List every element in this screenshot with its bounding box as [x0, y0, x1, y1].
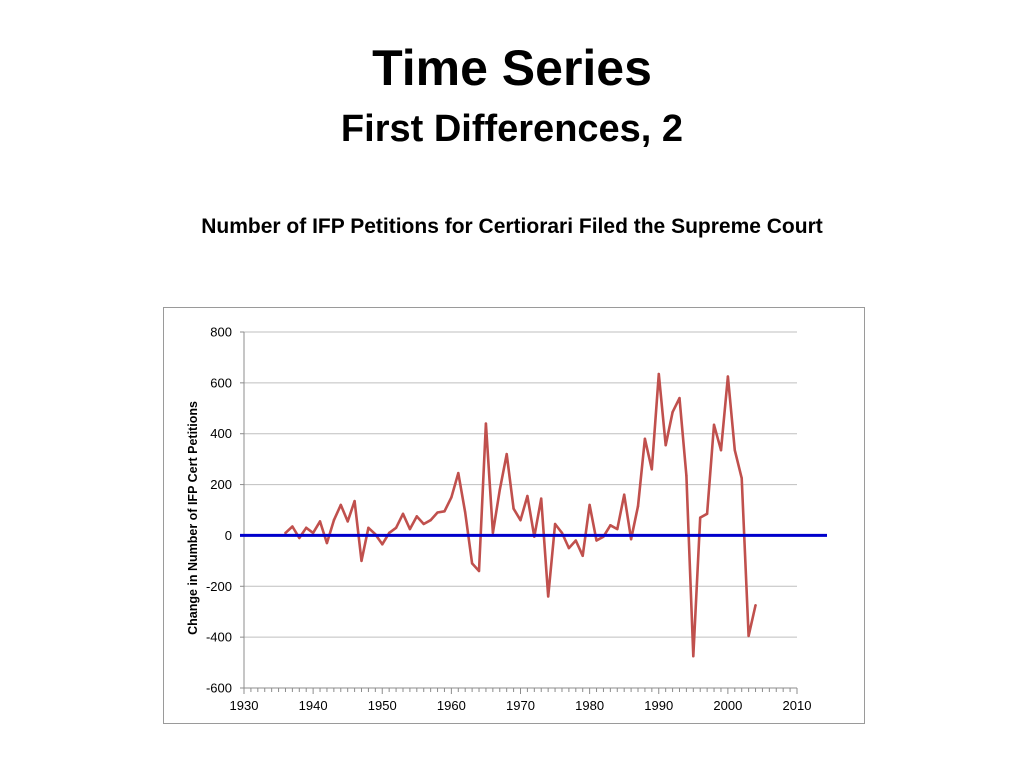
x-tick-label: 1940	[299, 698, 328, 713]
data-point	[588, 503, 591, 507]
data-point	[747, 634, 750, 638]
data-point	[325, 541, 329, 545]
data-point	[629, 538, 633, 541]
data-point	[450, 496, 453, 499]
data-point	[401, 512, 405, 516]
y-tick-label: 800	[210, 325, 232, 340]
x-tick-label: 1960	[437, 698, 466, 713]
data-point	[705, 512, 709, 516]
data-point	[733, 449, 736, 452]
data-point	[443, 510, 446, 513]
data-point	[284, 531, 287, 535]
data-point	[726, 375, 730, 378]
data-point	[422, 522, 425, 526]
data-point	[360, 559, 363, 563]
data-point	[484, 422, 488, 425]
x-tick-label: 1930	[230, 698, 259, 713]
x-tick-label: 2000	[713, 698, 742, 713]
y-tick-label: -200	[206, 579, 232, 594]
chart-caption: Number of IFP Petitions for Certiorari F…	[201, 215, 823, 238]
data-point	[622, 493, 626, 496]
slide-title: Time Series	[372, 40, 652, 96]
data-point	[740, 477, 743, 480]
y-tick-label: 0	[225, 528, 232, 543]
data-point	[671, 410, 674, 414]
data-point	[650, 468, 654, 471]
data-point	[318, 520, 322, 523]
x-tick-label: 1990	[644, 698, 673, 713]
data-point	[339, 503, 342, 507]
y-tick-label: -400	[206, 630, 232, 645]
data-point	[636, 504, 640, 508]
data-point	[581, 554, 584, 557]
data-point	[311, 531, 315, 535]
y-tick-label: 600	[210, 375, 232, 390]
data-point	[609, 524, 612, 527]
data-point	[415, 515, 419, 518]
data-point	[553, 522, 557, 526]
data-point	[616, 527, 619, 531]
x-tick-label: 1980	[575, 698, 604, 713]
data-point	[540, 497, 543, 500]
chart-frame: 800 600 400 200 0 -200 -400 -600 1930 1940 1950 196…	[163, 307, 865, 724]
data-point	[567, 546, 571, 550]
data-point	[367, 526, 370, 529]
data-point	[381, 543, 384, 546]
x-tick-label: 2010	[783, 698, 812, 713]
y-tick-label: -600	[206, 681, 232, 696]
y-axis-title: Change in Number of IFP Cert Petitions	[186, 401, 200, 635]
data-point	[526, 494, 529, 498]
y-tick-label: 200	[210, 477, 232, 492]
data-point	[719, 449, 723, 452]
data-point	[560, 531, 564, 535]
data-point	[387, 531, 391, 535]
data-point	[353, 499, 356, 503]
data-point	[491, 531, 495, 535]
slide-subtitle: First Differences, 2	[340, 108, 684, 150]
data-point	[346, 520, 349, 523]
data-point	[712, 423, 716, 427]
data-point	[595, 539, 598, 542]
data-point	[574, 539, 577, 542]
y-tick-label: 400	[210, 426, 232, 441]
data-point	[429, 518, 432, 522]
data-point	[519, 518, 522, 522]
data-point	[754, 604, 757, 607]
data-point	[332, 518, 336, 522]
data-point	[512, 507, 515, 510]
x-tick-label: 1970	[506, 698, 535, 713]
data-point	[470, 562, 474, 565]
data-point	[305, 526, 308, 529]
data-point	[546, 595, 550, 598]
data-point	[477, 569, 481, 573]
series-line	[284, 372, 757, 658]
data-point	[408, 527, 412, 531]
data-point	[699, 516, 702, 519]
data-point	[643, 437, 647, 440]
data-point	[505, 452, 508, 456]
data-point	[291, 525, 294, 528]
data-point	[678, 396, 681, 400]
x-tick-label: 1950	[368, 698, 397, 713]
data-point	[664, 443, 667, 447]
data-point	[436, 511, 439, 514]
data-point	[457, 471, 460, 475]
data-point	[298, 536, 301, 540]
data-point	[464, 511, 467, 514]
data-point	[657, 372, 660, 376]
data-point	[692, 655, 695, 658]
data-point	[394, 526, 398, 529]
data-point	[498, 488, 501, 491]
data-point	[685, 474, 688, 477]
